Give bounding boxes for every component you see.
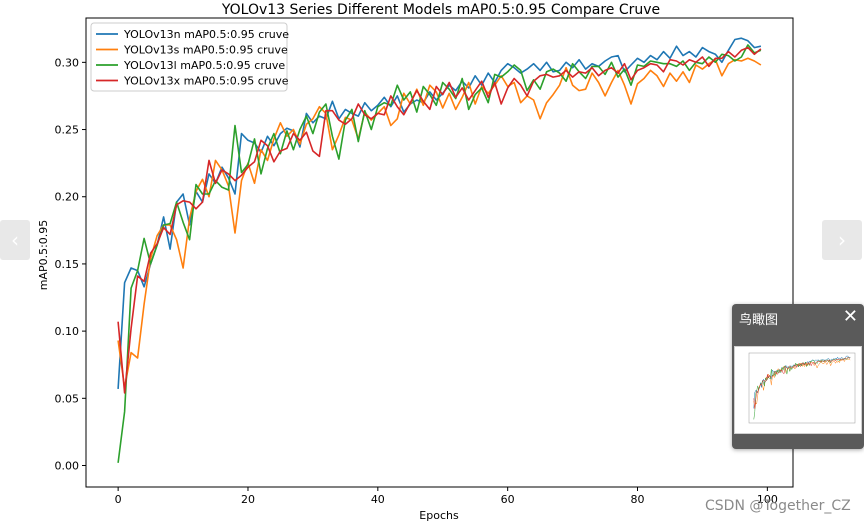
legend-box <box>90 22 288 92</box>
overview-panel: 鸟瞰图 ✕ <box>732 304 864 449</box>
x-axis-ticks: 0 20 40 60 80 100 <box>115 487 778 506</box>
legend-label-0: YOLOv13n mAP0.5:0.95 cruve <box>123 28 289 41</box>
y-tick-label: 0.05 <box>55 392 80 405</box>
y-tick-label: 0.15 <box>55 258 80 271</box>
watermark: CSDN @Together_CZ <box>705 498 851 514</box>
legend: YOLOv13n mAP0.5:0.95 cruve YOLOv13s mAP0.… <box>90 22 289 92</box>
legend-label-1: YOLOv13s mAP0.5:0.95 cruve <box>123 44 288 57</box>
series-line-1 <box>117 57 762 389</box>
x-tick-label: 40 <box>371 493 385 506</box>
x-tick-label: 20 <box>241 493 255 506</box>
overview-title: 鸟瞰图 <box>739 313 779 328</box>
series-layer <box>117 37 762 463</box>
y-tick-label: 0.30 <box>55 56 80 69</box>
x-tick-label: 60 <box>501 493 515 506</box>
thumb-frame <box>748 352 856 424</box>
y-axis-label: mAP0.5:0.95 <box>37 220 50 291</box>
x-tick-label: 0 <box>115 493 122 506</box>
prev-image-button[interactable]: ‹ <box>0 220 30 260</box>
next-image-button[interactable]: › <box>822 220 862 260</box>
y-axis-ticks: 0.00 0.05 0.10 0.15 0.20 0.25 0.30 <box>55 56 86 472</box>
x-axis-label: Epochs <box>419 509 459 522</box>
y-tick-label: 0.00 <box>55 459 80 472</box>
x-tick-label: 80 <box>631 493 645 506</box>
thumb-series-3 <box>753 357 851 410</box>
legend-label-3: YOLOv13x mAP0.5:0.95 cruve <box>123 75 289 88</box>
thumb-series-2 <box>753 356 851 420</box>
chevron-right-icon: › <box>838 228 846 252</box>
series-line-3 <box>117 46 762 394</box>
thumb-series-1 <box>753 358 851 409</box>
plot-frame <box>85 17 794 488</box>
thumbnail-chart <box>748 352 856 424</box>
chevron-left-icon: ‹ <box>11 228 19 252</box>
chart-title: YOLOv13 Series Different Models mAP0.5:0… <box>221 2 660 18</box>
close-icon[interactable]: ✕ <box>842 306 858 327</box>
y-tick-label: 0.25 <box>55 124 80 137</box>
overview-thumbnail[interactable] <box>734 346 862 434</box>
y-tick-label: 0.10 <box>55 325 80 338</box>
x-tick-label: 100 <box>757 493 778 506</box>
legend-label-2: YOLOv13l mAP0.5:0.95 cruve <box>123 59 285 72</box>
y-tick-label: 0.20 <box>55 191 80 204</box>
series-line-2 <box>117 44 762 463</box>
